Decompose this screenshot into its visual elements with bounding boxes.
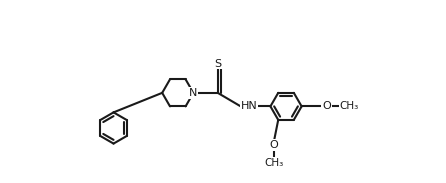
Text: O: O	[270, 140, 279, 150]
Text: CH₃: CH₃	[264, 158, 284, 168]
Text: N: N	[189, 88, 198, 98]
Text: CH₃: CH₃	[339, 101, 359, 111]
Text: O: O	[322, 101, 330, 111]
Text: HN: HN	[241, 101, 257, 111]
Text: S: S	[214, 59, 221, 68]
